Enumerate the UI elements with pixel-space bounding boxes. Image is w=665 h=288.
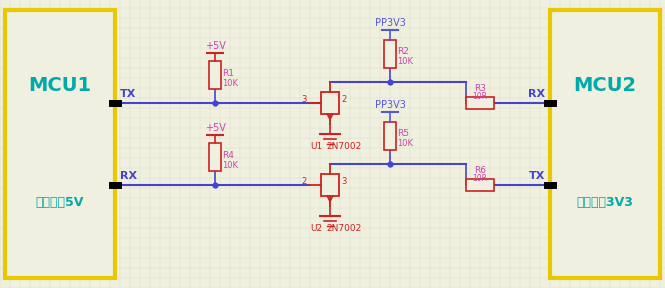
Bar (384, 122, 396, 150)
Text: RX: RX (120, 171, 137, 181)
Text: MCU1: MCU1 (29, 75, 92, 94)
Text: TX: TX (529, 171, 545, 181)
Text: 工作电剘5V: 工作电剘5V (36, 196, 84, 209)
Text: U2: U2 (310, 224, 322, 233)
Text: R2: R2 (397, 48, 409, 56)
Text: R5: R5 (397, 130, 409, 139)
Text: 3: 3 (341, 177, 346, 187)
Text: 工作电剘3V3: 工作电剘3V3 (577, 196, 634, 209)
Text: U1: U1 (310, 142, 322, 151)
Text: +5V: +5V (205, 123, 225, 133)
Bar (466, 97, 494, 109)
Text: PP3V3: PP3V3 (374, 18, 406, 28)
Text: 2: 2 (302, 177, 307, 187)
Bar (209, 143, 221, 171)
Text: R4: R4 (222, 151, 234, 160)
Text: 10K: 10K (222, 160, 238, 170)
Text: R3: R3 (474, 84, 486, 93)
Text: +5V: +5V (205, 41, 225, 51)
Text: 10R: 10R (473, 92, 487, 101)
Bar (550, 10, 660, 278)
Text: 10K: 10K (397, 139, 413, 149)
Text: 3: 3 (302, 96, 307, 105)
Text: 10K: 10K (397, 58, 413, 67)
Text: 2N7002: 2N7002 (327, 142, 362, 151)
Bar (321, 174, 339, 196)
Text: 10R: 10R (473, 174, 487, 183)
Bar (321, 92, 339, 114)
Bar (384, 40, 396, 68)
Bar (5, 10, 115, 278)
Text: PP3V3: PP3V3 (374, 100, 406, 110)
Text: 2N7002: 2N7002 (327, 224, 362, 233)
Bar (209, 61, 221, 89)
Text: R1: R1 (222, 69, 234, 77)
Text: RX: RX (528, 89, 545, 99)
Text: R6: R6 (474, 166, 486, 175)
Text: MCU2: MCU2 (573, 75, 636, 94)
Text: TX: TX (120, 89, 136, 99)
Text: 10K: 10K (222, 79, 238, 88)
Bar (466, 179, 494, 191)
Text: 2: 2 (341, 96, 346, 105)
